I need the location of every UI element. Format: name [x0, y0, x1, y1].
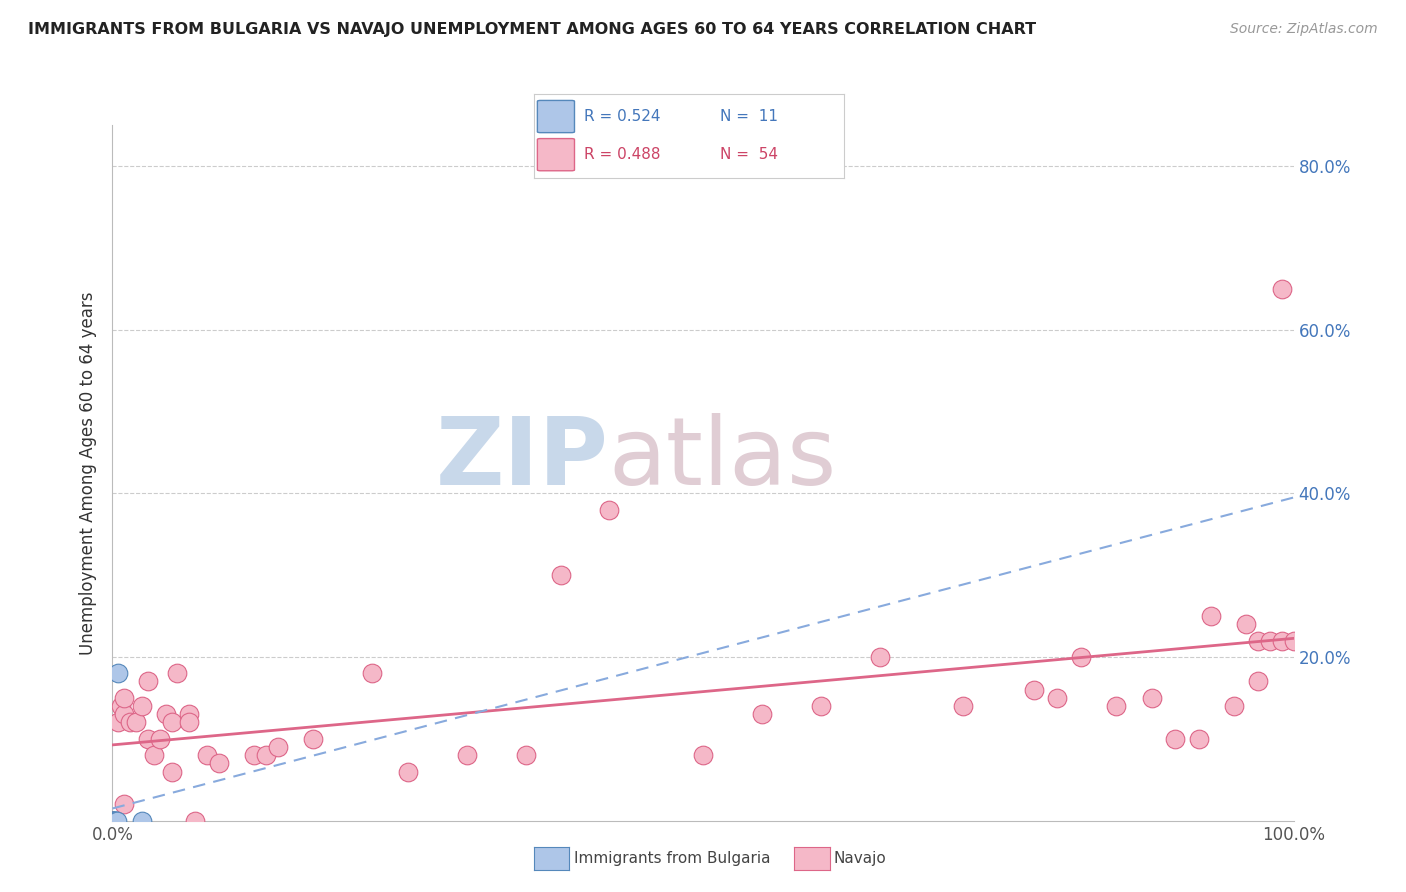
Point — [361, 666, 384, 681]
Text: N =  11: N = 11 — [720, 109, 778, 124]
Text: IMMIGRANTS FROM BULGARIA VS NAVAJO UNEMPLOYMENT AMONG AGES 60 TO 64 YEARS CORREL: IMMIGRANTS FROM BULGARIA VS NAVAJO UNEMP… — [28, 22, 1036, 37]
Point — [136, 674, 159, 689]
Point — [166, 666, 188, 681]
Point — [160, 715, 183, 730]
Point — [952, 699, 974, 714]
Point — [208, 756, 231, 771]
Point — [1140, 690, 1163, 705]
Point — [136, 731, 159, 746]
Text: Source: ZipAtlas.com: Source: ZipAtlas.com — [1230, 22, 1378, 37]
Point — [112, 707, 135, 722]
Point — [1070, 649, 1092, 664]
Point — [104, 814, 127, 828]
Point — [142, 748, 165, 763]
FancyBboxPatch shape — [537, 101, 575, 133]
Point — [1247, 674, 1270, 689]
Point — [302, 731, 325, 746]
Point — [125, 715, 148, 730]
Point — [110, 699, 132, 714]
FancyBboxPatch shape — [537, 138, 575, 170]
Point — [1282, 633, 1305, 648]
Point — [107, 666, 129, 681]
Point — [104, 814, 127, 828]
Point — [1234, 617, 1257, 632]
Point — [131, 814, 153, 828]
Point — [1105, 699, 1128, 714]
Point — [550, 568, 572, 582]
Point — [103, 814, 125, 828]
Point — [267, 739, 290, 754]
Point — [1022, 682, 1045, 697]
Point — [1258, 633, 1281, 648]
Point — [1223, 699, 1246, 714]
Point — [1164, 731, 1187, 746]
Point — [1199, 609, 1222, 624]
Text: N =  54: N = 54 — [720, 147, 778, 162]
Point — [179, 707, 201, 722]
Point — [105, 814, 128, 828]
Point — [107, 715, 129, 730]
Text: R = 0.488: R = 0.488 — [583, 147, 661, 162]
Point — [184, 814, 207, 828]
Point — [101, 814, 124, 828]
Point — [254, 748, 277, 763]
Point — [515, 748, 537, 763]
Point — [243, 748, 266, 763]
Point — [120, 715, 142, 730]
Text: ZIP: ZIP — [436, 413, 609, 505]
Point — [155, 707, 177, 722]
Point — [112, 797, 135, 812]
Point — [598, 502, 620, 516]
Point — [101, 814, 124, 828]
Point — [101, 814, 124, 828]
Point — [195, 748, 218, 763]
Text: Immigrants from Bulgaria: Immigrants from Bulgaria — [574, 851, 770, 865]
Point — [112, 690, 135, 705]
Point — [869, 649, 891, 664]
Point — [1188, 731, 1211, 746]
Text: atlas: atlas — [609, 413, 837, 505]
Point — [149, 731, 172, 746]
Point — [810, 699, 832, 714]
Y-axis label: Unemployment Among Ages 60 to 64 years: Unemployment Among Ages 60 to 64 years — [79, 291, 97, 655]
Text: Navajo: Navajo — [834, 851, 887, 865]
Point — [131, 699, 153, 714]
Point — [105, 814, 128, 828]
Point — [692, 748, 714, 763]
Point — [103, 814, 125, 828]
Point — [456, 748, 478, 763]
Point — [1247, 633, 1270, 648]
Point — [1271, 282, 1294, 296]
Point — [396, 764, 419, 779]
Point — [1271, 633, 1294, 648]
Point — [101, 814, 124, 828]
Point — [101, 814, 124, 828]
Point — [179, 715, 201, 730]
Point — [160, 764, 183, 779]
Text: R = 0.524: R = 0.524 — [583, 109, 661, 124]
Point — [1046, 690, 1069, 705]
Point — [751, 707, 773, 722]
